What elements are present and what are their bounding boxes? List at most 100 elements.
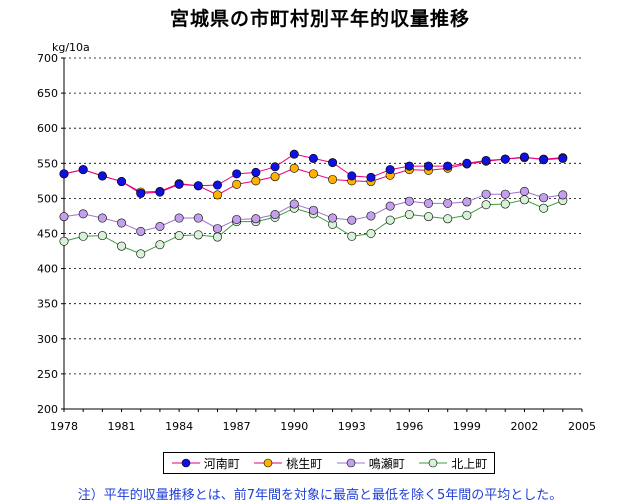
point-naruse-1997 <box>424 198 434 208</box>
point-kitakami-1998 <box>443 214 453 224</box>
point-naruse-2002 <box>519 186 529 196</box>
x-tick-label-1987: 1987 <box>223 420 251 433</box>
legend-label-kanan: 河南町 <box>203 456 240 471</box>
point-kitakami-1980 <box>97 231 107 241</box>
y-tick-label-400: 400 <box>37 263 58 276</box>
point-kanan-1996 <box>404 161 414 171</box>
point-naruse-1982 <box>136 226 146 236</box>
point-monou-1990 <box>289 163 299 173</box>
point-kanan-1992 <box>328 158 338 168</box>
y-tick-label-700: 700 <box>37 52 58 65</box>
point-kanan-1988 <box>251 167 261 177</box>
y-tick-label-200: 200 <box>37 403 58 416</box>
y-tick-label-250: 250 <box>37 368 58 381</box>
legend-swatch-monou <box>254 458 283 468</box>
point-kanan-1979 <box>78 165 88 175</box>
point-kanan-1987 <box>232 169 242 179</box>
point-kitakami-1985 <box>193 230 203 240</box>
legend-label-monou: 桃生町 <box>286 456 323 471</box>
legend-swatch-naruse <box>336 458 365 468</box>
x-tick-label-1993: 1993 <box>338 420 366 433</box>
x-tick-label-2002: 2002 <box>510 420 538 433</box>
point-kitakami-1979 <box>78 231 88 241</box>
point-kanan-2004 <box>558 153 568 163</box>
y-axis-unit-label: kg/10a <box>52 41 90 54</box>
point-kitakami-2000 <box>481 200 491 210</box>
x-tick-label-1984: 1984 <box>165 420 193 433</box>
point-naruse-1991 <box>308 205 318 215</box>
point-naruse-1993 <box>347 215 357 225</box>
point-monou-1986 <box>212 190 222 200</box>
y-tick-label-500: 500 <box>37 192 58 205</box>
point-kitakami-1983 <box>155 240 165 250</box>
point-kanan-2003 <box>539 155 549 165</box>
grid-lines <box>64 57 582 375</box>
point-kitakami-2002 <box>519 195 529 205</box>
point-naruse-1999 <box>462 197 472 207</box>
axes <box>61 57 583 412</box>
point-kanan-1982 <box>136 188 146 198</box>
point-kanan-1995 <box>385 165 395 175</box>
point-naruse-2000 <box>481 189 491 199</box>
point-kanan-1994 <box>366 172 376 182</box>
y-tick-label-550: 550 <box>37 157 58 170</box>
point-kitakami-1997 <box>424 212 434 222</box>
y-tick-label-450: 450 <box>37 228 58 241</box>
legend-swatch-kitakami <box>419 458 448 468</box>
legend-label-kitakami: 北上町 <box>451 456 488 471</box>
x-tick-label-1999: 1999 <box>453 420 481 433</box>
point-naruse-1995 <box>385 201 395 211</box>
y-tick-label-300: 300 <box>37 333 58 346</box>
point-kitakami-1993 <box>347 231 357 241</box>
point-kanan-1980 <box>97 171 107 181</box>
point-kanan-1997 <box>424 161 434 171</box>
legend-item-kitakami: 北上町 <box>418 455 487 472</box>
point-naruse-1998 <box>443 198 453 208</box>
point-kanan-1993 <box>347 171 357 181</box>
point-kitakami-1978 <box>59 236 69 246</box>
point-naruse-1986 <box>212 224 222 234</box>
x-tick-label-2005: 2005 <box>568 420 596 433</box>
point-kanan-1991 <box>308 153 318 163</box>
point-kitakami-1981 <box>117 241 127 251</box>
series-group <box>59 149 568 259</box>
point-naruse-1988 <box>251 214 261 224</box>
footnote: 注）平年的収量推移とは、前7年間を対象に最高と最低を除く5年間の平均とした。 <box>77 488 563 503</box>
x-tick-label-1996: 1996 <box>395 420 423 433</box>
point-naruse-1984 <box>174 213 184 223</box>
point-naruse-1994 <box>366 211 376 221</box>
tick-labels: 200 250 300 350 400 450 500 550 600 650 700 1978 198… <box>37 52 596 433</box>
point-kitakami-1999 <box>462 210 472 220</box>
legend-item-kanan: 河南町 <box>171 455 240 472</box>
point-kitakami-1996 <box>404 210 414 220</box>
point-naruse-1996 <box>404 196 414 206</box>
point-naruse-2004 <box>558 190 568 200</box>
point-kanan-1998 <box>443 161 453 171</box>
point-kitakami-1982 <box>136 249 146 259</box>
point-kitakami-1995 <box>385 215 395 225</box>
point-naruse-1980 <box>97 213 107 223</box>
x-tick-label-1978: 1978 <box>50 420 78 433</box>
point-naruse-1987 <box>232 214 242 224</box>
point-naruse-1989 <box>270 210 280 220</box>
y-tick-label-350: 350 <box>37 298 58 311</box>
legend-item-naruse: 鳴瀬町 <box>336 455 405 472</box>
point-monou-1991 <box>308 169 318 179</box>
chart-title: 宮城県の市町村別平年的収量推移 <box>169 8 470 30</box>
y-tick-label-600: 600 <box>37 122 58 135</box>
point-kanan-1983 <box>155 187 165 197</box>
point-naruse-1992 <box>328 213 338 223</box>
point-kitakami-2003 <box>539 203 549 213</box>
point-kanan-1985 <box>193 181 203 191</box>
point-monou-1988 <box>251 176 261 186</box>
point-kitakami-2001 <box>500 199 510 209</box>
point-kanan-1989 <box>270 162 280 172</box>
legend-label-naruse: 鳴瀬町 <box>368 456 405 471</box>
point-kanan-2001 <box>500 154 510 164</box>
legend-item-monou: 桃生町 <box>253 455 322 472</box>
point-monou-1987 <box>232 179 242 189</box>
point-naruse-2001 <box>500 189 510 199</box>
x-tick-label-1981: 1981 <box>108 420 136 433</box>
point-naruse-1983 <box>155 221 165 231</box>
x-tick-label-1990: 1990 <box>280 420 308 433</box>
